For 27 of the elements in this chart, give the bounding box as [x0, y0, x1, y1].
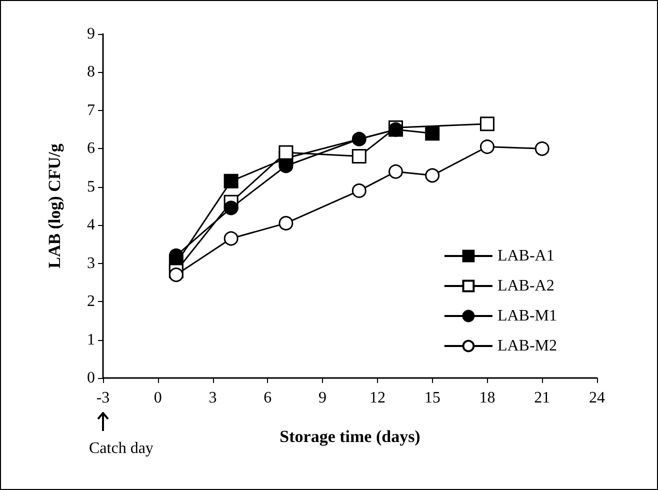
legend-label: LAB-A1 [497, 248, 554, 264]
x-tick-label: 6 [264, 390, 272, 406]
x-tick-label: 15 [424, 390, 440, 406]
x-tick-label: 21 [534, 390, 550, 406]
x-tick-label: 18 [479, 390, 496, 406]
y-tick-label: 9 [87, 26, 95, 42]
x-tick-label: 12 [369, 390, 386, 406]
y-tick-label: 8 [87, 64, 95, 81]
y-tick-label: 0 [87, 370, 95, 386]
legend-label: LAB-M2 [497, 338, 558, 354]
y-tick-label: 7 [87, 102, 95, 119]
y-tick-label: 1 [87, 331, 95, 348]
y-tick-label: 5 [87, 178, 95, 196]
y-tick-label: 3 [87, 254, 95, 272]
legend-label: LAB-M1 [497, 308, 558, 324]
x-tick-label: 0 [154, 390, 162, 406]
y-tick-label: 6 [87, 140, 95, 158]
x-tick-label: 24 [589, 390, 605, 406]
y-tick-label: 2 [87, 293, 95, 310]
x-tick-label: -3 [96, 390, 110, 406]
x-tick-label: 3 [208, 390, 217, 406]
y-axis-title: LAB (log) CFU/g [45, 143, 64, 268]
y-tick-label: 4 [87, 216, 95, 234]
x-tick-label: 9 [318, 390, 327, 406]
x-axis-title: Storage time (days) [280, 427, 420, 446]
text: Catch day [89, 440, 154, 458]
legend-label: LAB-A2 [497, 278, 554, 294]
